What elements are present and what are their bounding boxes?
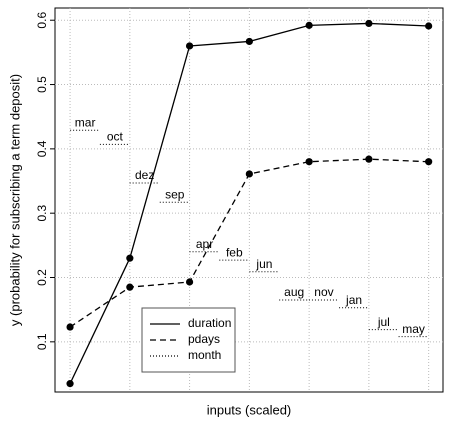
month-label: jun	[255, 257, 272, 271]
point	[126, 254, 134, 262]
month-label: jul	[377, 315, 390, 329]
point	[245, 37, 253, 46]
legend-label: month	[188, 348, 221, 362]
point	[365, 155, 373, 163]
month-label: may	[402, 322, 425, 336]
series-line	[69, 158, 429, 328]
point	[425, 158, 433, 166]
y-axis-label: y (probability for subscribing a term de…	[7, 74, 22, 326]
month-label: feb	[226, 245, 243, 259]
point	[185, 42, 194, 50]
month-label: nov	[314, 285, 333, 299]
y-tick-label: 0.2	[35, 269, 49, 286]
point	[66, 323, 74, 331]
legend-box	[141, 307, 236, 373]
month-label: jan	[345, 293, 362, 307]
point	[245, 170, 253, 178]
point	[126, 283, 134, 291]
point	[305, 158, 313, 166]
month-label: mar	[75, 115, 96, 129]
month-label: sep	[165, 187, 185, 201]
month-label: aug	[284, 285, 304, 299]
point	[425, 22, 433, 30]
y-tick-label: 0.6	[35, 12, 49, 29]
point	[66, 380, 74, 388]
month-label: apr	[196, 237, 213, 251]
month-label: dez	[135, 168, 154, 182]
legend-label: duration	[188, 316, 231, 330]
point	[185, 278, 194, 286]
legend-label: pdays	[188, 332, 220, 346]
y-tick-label: 0.1	[35, 333, 49, 350]
y-tick-label: 0.3	[35, 205, 49, 222]
y-tick-label: 0.5	[35, 76, 49, 93]
y-tick-label: 0.4	[35, 140, 49, 157]
month-label: oct	[107, 130, 124, 144]
point	[305, 21, 313, 29]
x-axis-label: inputs (scaled)	[207, 402, 292, 417]
point	[365, 19, 373, 28]
